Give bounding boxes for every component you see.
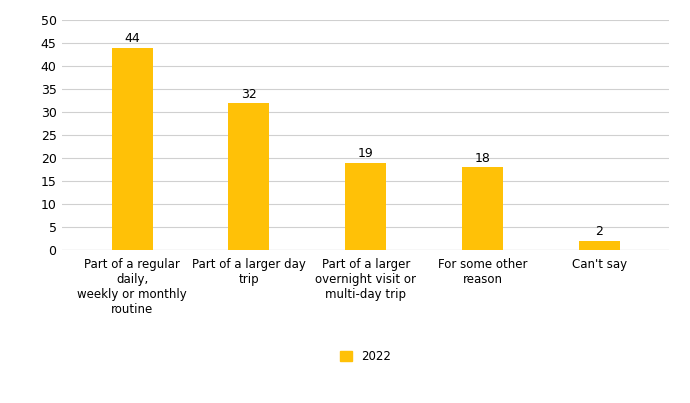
Bar	[112, 48, 152, 250]
Bar	[579, 241, 620, 250]
Bar	[345, 162, 386, 250]
Bar	[228, 103, 269, 250]
Bar	[462, 167, 503, 250]
Legend: 2022: 2022	[340, 350, 391, 364]
Text: 19: 19	[358, 147, 373, 160]
Text: 2: 2	[595, 225, 603, 238]
Text: 32: 32	[241, 87, 257, 100]
Text: 44: 44	[124, 32, 140, 46]
Text: 18: 18	[475, 152, 491, 165]
